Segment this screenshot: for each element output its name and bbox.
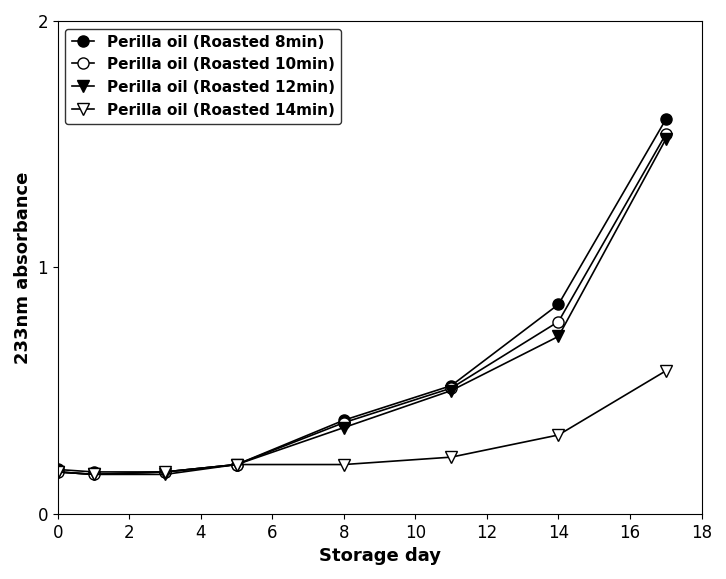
Perilla oil (Roasted 14min): [232, 461, 241, 468]
Perilla oil (Roasted 10min): [446, 384, 455, 391]
Line: Perilla oil (Roasted 12min): Perilla oil (Roasted 12min): [52, 133, 672, 481]
Perilla oil (Roasted 14min): [89, 471, 98, 478]
Perilla oil (Roasted 12min): [89, 471, 98, 478]
Perilla oil (Roasted 8min): [232, 461, 241, 468]
Perilla oil (Roasted 12min): [554, 333, 563, 340]
Perilla oil (Roasted 12min): [446, 387, 455, 394]
Perilla oil (Roasted 8min): [89, 468, 98, 475]
Y-axis label: 233nm absorbance: 233nm absorbance: [14, 171, 32, 364]
Perilla oil (Roasted 10min): [89, 471, 98, 478]
Line: Perilla oil (Roasted 14min): Perilla oil (Roasted 14min): [52, 365, 672, 481]
Perilla oil (Roasted 10min): [54, 468, 62, 475]
Perilla oil (Roasted 10min): [340, 419, 348, 426]
Perilla oil (Roasted 14min): [160, 468, 169, 475]
Perilla oil (Roasted 8min): [54, 466, 62, 473]
Perilla oil (Roasted 14min): [340, 461, 348, 468]
Perilla oil (Roasted 14min): [54, 468, 62, 475]
Perilla oil (Roasted 8min): [446, 382, 455, 389]
Perilla oil (Roasted 12min): [340, 424, 348, 431]
Perilla oil (Roasted 10min): [554, 318, 563, 325]
Perilla oil (Roasted 12min): [54, 468, 62, 475]
Line: Perilla oil (Roasted 8min): Perilla oil (Roasted 8min): [52, 114, 672, 478]
Perilla oil (Roasted 10min): [661, 131, 670, 138]
Perilla oil (Roasted 14min): [661, 368, 670, 375]
Line: Perilla oil (Roasted 10min): Perilla oil (Roasted 10min): [52, 129, 672, 480]
Perilla oil (Roasted 14min): [554, 431, 563, 438]
Perilla oil (Roasted 8min): [661, 116, 670, 123]
Legend: Perilla oil (Roasted 8min), Perilla oil (Roasted 10min), Perilla oil (Roasted 12: Perilla oil (Roasted 8min), Perilla oil …: [65, 28, 340, 124]
Perilla oil (Roasted 8min): [340, 417, 348, 424]
Perilla oil (Roasted 12min): [661, 135, 670, 142]
Perilla oil (Roasted 12min): [232, 461, 241, 468]
Perilla oil (Roasted 10min): [232, 461, 241, 468]
Perilla oil (Roasted 14min): [446, 454, 455, 461]
Perilla oil (Roasted 10min): [160, 468, 169, 475]
Perilla oil (Roasted 8min): [160, 468, 169, 475]
Perilla oil (Roasted 12min): [160, 471, 169, 478]
Perilla oil (Roasted 8min): [554, 301, 563, 308]
X-axis label: Storage day: Storage day: [319, 547, 441, 565]
